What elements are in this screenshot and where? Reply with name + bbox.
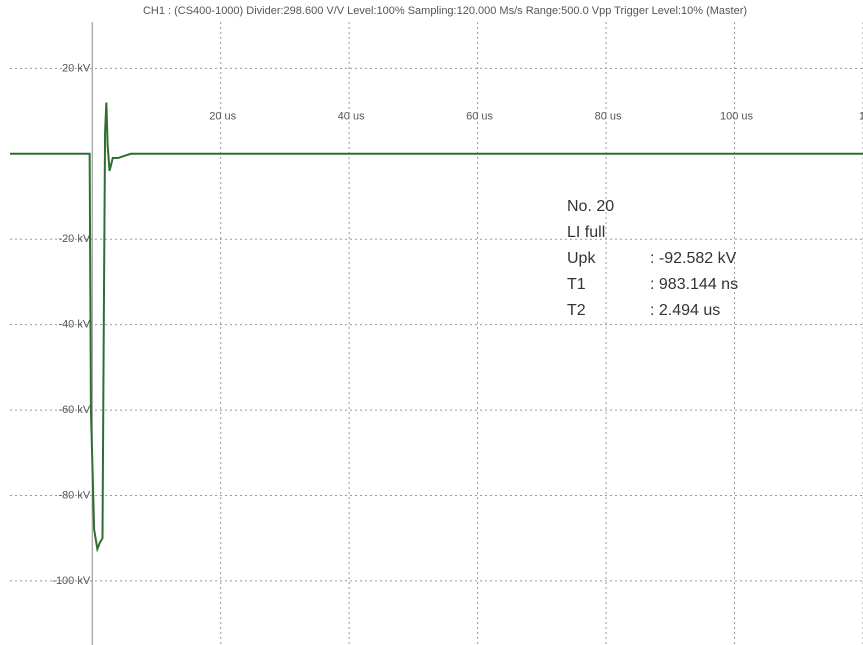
annotation-value: : 983.144 ns — [650, 276, 738, 293]
x-tick-label: 12 — [859, 111, 863, 123]
x-tick-label: 100 us — [720, 111, 754, 123]
y-tick-label: -20 kV — [58, 233, 90, 245]
annotation-value: : 2.494 us — [650, 302, 720, 319]
trace — [10, 102, 863, 553]
y-tick-label: -60 kV — [58, 404, 90, 416]
annotation-line: LI full — [567, 224, 605, 241]
chart-title: CH1 : (CS400-1000) Divider:298.600 V/V L… — [143, 5, 747, 17]
x-tick-label: 20 us — [209, 111, 236, 123]
annotation-line: No. 20 — [567, 198, 614, 215]
x-tick-label: 40 us — [338, 111, 365, 123]
y-tick-label: -40 kV — [58, 319, 90, 331]
y-tick-label: -80 kV — [58, 489, 90, 501]
y-tick-label: 20 kV — [62, 62, 91, 74]
annotation-value: : -92.582 kV — [650, 250, 737, 267]
x-tick-label: 60 us — [466, 111, 493, 123]
x-tick-label: 80 us — [595, 111, 622, 123]
annotation-key: T2 — [567, 302, 586, 319]
y-tick-label: -100 kV — [52, 575, 91, 587]
annotation-key: T1 — [567, 276, 586, 293]
annotation-key: Upk — [567, 250, 596, 267]
